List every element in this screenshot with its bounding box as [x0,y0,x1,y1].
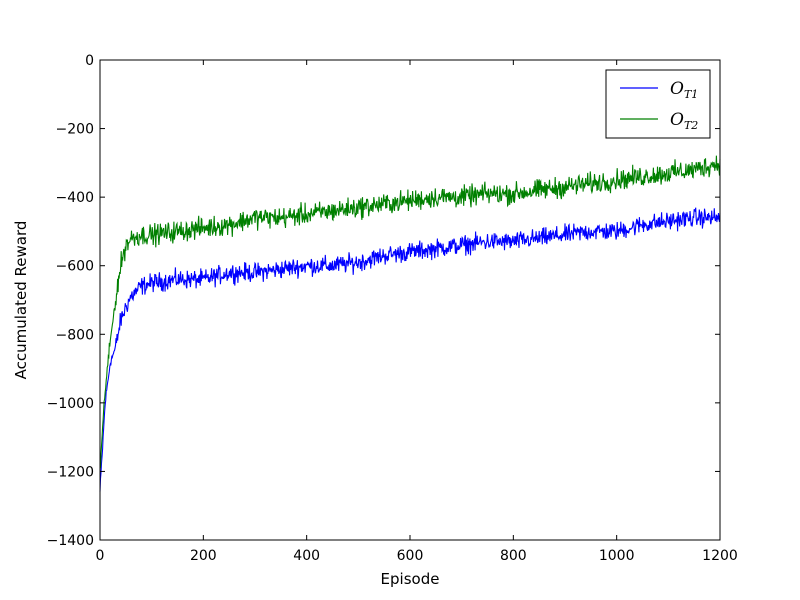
series-line-2 [99,155,721,470]
legend-label-subscript: T1 [684,88,698,101]
series-lines [99,155,721,492]
y-tick-label: −1400 [47,533,94,549]
y-tick-label: −800 [56,327,94,343]
x-tick-label: 600 [397,548,424,564]
x-tick-label: 0 [96,548,105,564]
x-tick-label: 200 [190,548,217,564]
y-tick-label: −1200 [47,464,94,480]
legend-label-subscript: T2 [684,119,698,132]
x-tick-label: 1000 [599,548,635,564]
x-tick-label: 400 [293,548,320,564]
axis-ticks [99,59,721,541]
y-tick-label: 0 [85,53,94,69]
legend-box [605,69,711,139]
x-tick-label: 1200 [702,548,738,564]
y-tick-label: −1000 [47,396,94,412]
legend-label-1: OT1 [670,79,698,101]
x-tick-label: 800 [500,548,527,564]
legend-label-main: O [670,110,684,130]
legend-label-2: OT2 [670,110,698,132]
series-line-1 [99,207,721,492]
y-axis-label: Accumulated Reward [12,221,30,380]
y-tick-label: −200 [56,122,94,138]
legend-label-main: O [670,79,684,99]
y-tick-label: −600 [56,259,94,275]
axis-tick-labels: 0 200 400 600 800 1000 1200 0 −200 −400 −600 −800 −1… [47,53,738,564]
x-axis-label: Episode [381,570,440,588]
y-tick-label: −400 [56,190,94,206]
